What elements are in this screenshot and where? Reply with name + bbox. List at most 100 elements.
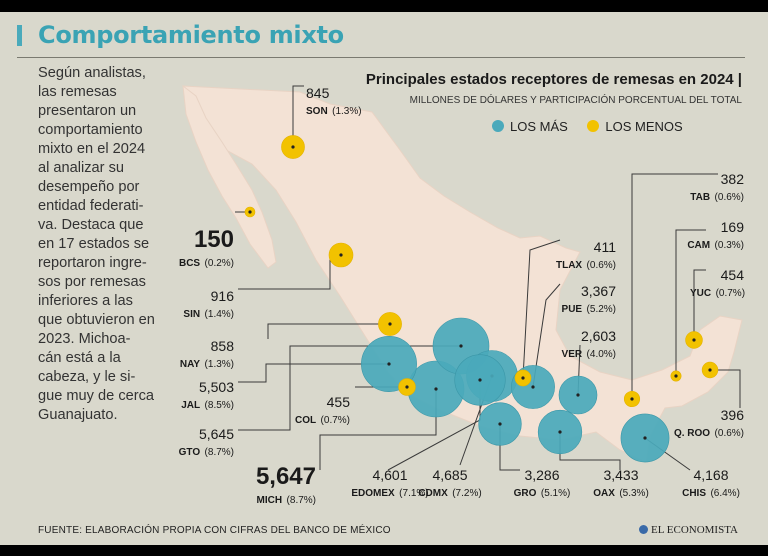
leader-tab: [631, 173, 718, 399]
state-line-cam: CAM (0.3%): [670, 236, 744, 252]
value-yuc: 454: [720, 267, 744, 283]
leader-tlax: [522, 239, 561, 379]
leader-jal: [238, 363, 389, 383]
baja-california-shape: [182, 84, 277, 269]
share-nay: (1.3%): [204, 359, 234, 370]
intro-line: comportamiento: [38, 122, 143, 138]
share-jal: (8.5%): [204, 400, 234, 411]
state-code-gro: GRO: [513, 488, 537, 499]
share-oax: (5.3%): [619, 488, 649, 499]
intro-line: inferiores a las: [38, 293, 133, 309]
share-col: (0.7%): [320, 415, 350, 426]
intro-line: sos por remesas: [38, 274, 146, 290]
state-line-bcs: BCS (0.2%): [130, 254, 234, 270]
state-code-edomex: EDOMEX: [351, 488, 395, 499]
bubble-anchor-oax: [558, 430, 562, 434]
value-chis: 4,168: [693, 467, 729, 483]
value-col: 455: [326, 394, 350, 410]
share-gto: (8.7%): [204, 447, 234, 458]
bubble-anchor-tlax: [521, 376, 525, 380]
intro-line: desempeño por: [38, 179, 140, 195]
label-edomex: 4,601 EDOMEX (7.1%): [340, 468, 440, 500]
bubble-anchor-cam: [674, 374, 678, 378]
state-code-cdmx: CDMX: [418, 488, 448, 499]
state-code-tab: TAB: [690, 192, 711, 203]
label-qroo: 396 Q. ROO (0.6%): [664, 408, 744, 440]
value-qroo: 396: [720, 407, 744, 423]
bubble-anchor-nay: [388, 322, 392, 326]
value-son: 845: [306, 85, 330, 101]
brand-logo: EL ECONOMISTA: [638, 524, 738, 536]
leader-qroo: [710, 369, 741, 408]
state-code-col: COL: [294, 415, 317, 426]
state-code-bcs: BCS: [178, 258, 201, 269]
state-code-nay: NAY: [179, 359, 201, 370]
legend-swatch-menos: [587, 120, 600, 132]
state-code-son: SON: [306, 106, 328, 117]
chart-title: Principales estados receptores de remesa…: [365, 71, 742, 88]
leader-yuc: [693, 269, 706, 340]
label-nay: 858 NAY (1.3%): [170, 339, 234, 371]
leader-nay: [267, 323, 390, 339]
state-line-tab: TAB (0.6%): [630, 188, 744, 204]
share-gro: (5.1%): [540, 488, 571, 499]
bubble-anchor-chis: [643, 436, 647, 440]
state-line-qroo: Q. ROO (0.6%): [664, 424, 744, 440]
share-cdmx: (7.2%): [452, 488, 482, 499]
intro-line: reportaron ingre-: [38, 255, 147, 271]
value-gto: 5,645: [198, 426, 234, 442]
value-ver: 2,603: [580, 328, 616, 344]
bubble-anchor-edomex: [478, 378, 482, 382]
label-oax: 3,433 OAX (5.3%): [586, 468, 656, 500]
state-line-edomex: EDOMEX (7.1%): [340, 484, 440, 500]
bubble-anchor-jal: [387, 362, 391, 366]
legend-item-menos: LOS MENOS: [587, 119, 683, 134]
intro-line: las remesas: [38, 84, 117, 100]
bubble-anchor-sin: [339, 253, 343, 257]
state-line-pue: PUE (5.2%): [540, 300, 616, 316]
label-tab: 382 TAB (0.6%): [630, 172, 744, 204]
top-bar: [0, 0, 768, 12]
intro-line: presentaron un: [38, 103, 137, 119]
bubble-anchor-ver: [576, 393, 580, 397]
bubble-anchor-bcs: [248, 210, 252, 214]
page-title: Comportamiento mixto: [38, 21, 344, 49]
share-edomex: (7.1%): [399, 488, 429, 499]
state-code-mich: MICH: [256, 495, 283, 506]
state-code-qroo: Q. ROO: [673, 428, 711, 439]
state-line-cdmx: CDMX (7.2%): [418, 484, 482, 500]
state-code-cam: CAM: [687, 240, 711, 251]
state-line-nay: NAY (1.3%): [170, 355, 234, 371]
value-gro: 3,286: [524, 467, 560, 483]
bubble-anchor-tab: [630, 397, 634, 401]
state-line-sin: SIN (1.4%): [170, 305, 234, 321]
intro-line: Según analistas,: [38, 65, 146, 81]
leader-cam: [675, 229, 706, 376]
intro-line: Guanajuato.: [38, 407, 118, 423]
share-cam: (0.3%): [714, 240, 744, 251]
value-jal: 5,503: [198, 379, 234, 395]
share-mich: (8.7%): [286, 495, 316, 506]
bubble-anchor-son: [291, 145, 295, 149]
state-line-chis: CHIS (6.4%): [676, 484, 746, 500]
state-code-chis: CHIS: [682, 488, 706, 499]
bubble-anchor-pue: [531, 385, 535, 389]
share-tab: (0.6%): [714, 192, 744, 203]
label-col: 455 COL (0.7%): [280, 395, 350, 427]
intro-line: va. Destaca que: [38, 217, 144, 233]
leader-son: [292, 85, 304, 147]
title-accent-mark: [17, 25, 22, 46]
state-line-mich: MICH (8.7%): [230, 491, 316, 507]
bubble-anchor-mich: [434, 387, 438, 391]
share-son: (1.3%): [332, 106, 362, 117]
label-pue: 3,367 PUE (5.2%): [540, 284, 616, 316]
value-sin: 916: [210, 288, 234, 304]
state-code-sin: SIN: [183, 309, 201, 320]
value-tab: 382: [720, 171, 744, 187]
intro-text: Según analistas, las remesas presentaron u…: [38, 64, 178, 425]
bubble-anchor-gto: [459, 344, 463, 348]
legend-item-mas: LOS MÁS: [492, 119, 568, 134]
value-bcs: 150: [193, 226, 234, 253]
